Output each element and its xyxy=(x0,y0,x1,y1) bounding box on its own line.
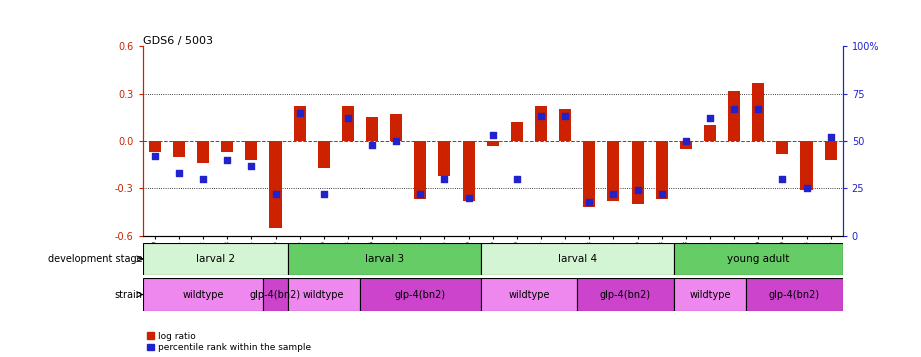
Point xyxy=(413,191,427,197)
Bar xyxy=(535,106,547,141)
Point xyxy=(437,176,452,182)
Point xyxy=(558,114,573,119)
Point xyxy=(654,191,669,197)
Point xyxy=(317,191,332,197)
Bar xyxy=(366,117,379,141)
Point xyxy=(823,134,838,140)
Bar xyxy=(438,141,450,176)
Point xyxy=(703,115,717,121)
Point xyxy=(341,115,356,121)
Bar xyxy=(481,278,577,311)
Bar xyxy=(318,141,330,168)
Bar xyxy=(462,141,474,201)
Point xyxy=(389,138,403,144)
Point xyxy=(775,176,789,182)
Point xyxy=(582,199,597,205)
Bar xyxy=(173,141,185,157)
Bar xyxy=(245,141,257,160)
Bar xyxy=(481,243,674,275)
Bar xyxy=(197,141,209,163)
Text: glp-4(bn2): glp-4(bn2) xyxy=(769,290,820,300)
Text: wildtype: wildtype xyxy=(689,290,730,300)
Point xyxy=(751,106,765,112)
Point xyxy=(292,110,307,115)
Point xyxy=(606,191,621,197)
Text: glp-4(bn2): glp-4(bn2) xyxy=(600,290,651,300)
Bar xyxy=(656,141,668,199)
Bar xyxy=(287,243,481,275)
Text: GDS6 / 5003: GDS6 / 5003 xyxy=(143,36,213,46)
Point xyxy=(171,170,186,176)
Bar xyxy=(824,141,836,160)
Bar xyxy=(414,141,426,199)
Text: strain: strain xyxy=(115,290,143,300)
Text: glp-4(bn2): glp-4(bn2) xyxy=(395,290,446,300)
Bar xyxy=(360,278,481,311)
Point xyxy=(485,132,500,138)
Bar xyxy=(221,141,233,152)
Bar xyxy=(729,91,740,141)
Bar xyxy=(559,110,571,141)
Bar xyxy=(776,141,788,154)
Text: glp-4(bn2): glp-4(bn2) xyxy=(250,290,301,300)
Bar xyxy=(263,278,287,311)
Bar xyxy=(680,141,692,149)
Bar xyxy=(674,243,843,275)
Bar xyxy=(674,278,746,311)
Legend: log ratio, percentile rank within the sample: log ratio, percentile rank within the sa… xyxy=(147,332,311,352)
Bar xyxy=(752,83,764,141)
Bar xyxy=(486,141,499,146)
Bar xyxy=(800,141,812,190)
Bar xyxy=(583,141,595,207)
Bar xyxy=(149,141,161,152)
Bar xyxy=(607,141,620,201)
Text: larval 4: larval 4 xyxy=(557,254,597,264)
Bar xyxy=(704,125,716,141)
Text: wildtype: wildtype xyxy=(303,290,344,300)
Text: young adult: young adult xyxy=(727,254,789,264)
Bar xyxy=(577,278,674,311)
Bar xyxy=(143,278,263,311)
Bar xyxy=(632,141,644,204)
Point xyxy=(147,153,162,159)
Point xyxy=(509,176,524,182)
Point xyxy=(679,138,694,144)
Bar xyxy=(270,141,282,228)
Bar xyxy=(391,114,402,141)
Text: development stage: development stage xyxy=(48,254,143,264)
Point xyxy=(268,191,283,197)
Text: larval 3: larval 3 xyxy=(365,254,403,264)
Point xyxy=(799,186,814,191)
Bar xyxy=(294,106,306,141)
Point xyxy=(196,176,211,182)
Bar xyxy=(746,278,843,311)
Text: wildtype: wildtype xyxy=(508,290,550,300)
Point xyxy=(461,195,476,201)
Text: wildtype: wildtype xyxy=(182,290,224,300)
Bar xyxy=(143,243,287,275)
Bar xyxy=(511,122,523,141)
Bar xyxy=(342,106,354,141)
Point xyxy=(244,163,259,169)
Point xyxy=(533,114,548,119)
Point xyxy=(630,187,645,193)
Point xyxy=(727,106,741,112)
Bar xyxy=(287,278,360,311)
Text: larval 2: larval 2 xyxy=(195,254,235,264)
Point xyxy=(365,142,379,148)
Point xyxy=(220,157,235,163)
